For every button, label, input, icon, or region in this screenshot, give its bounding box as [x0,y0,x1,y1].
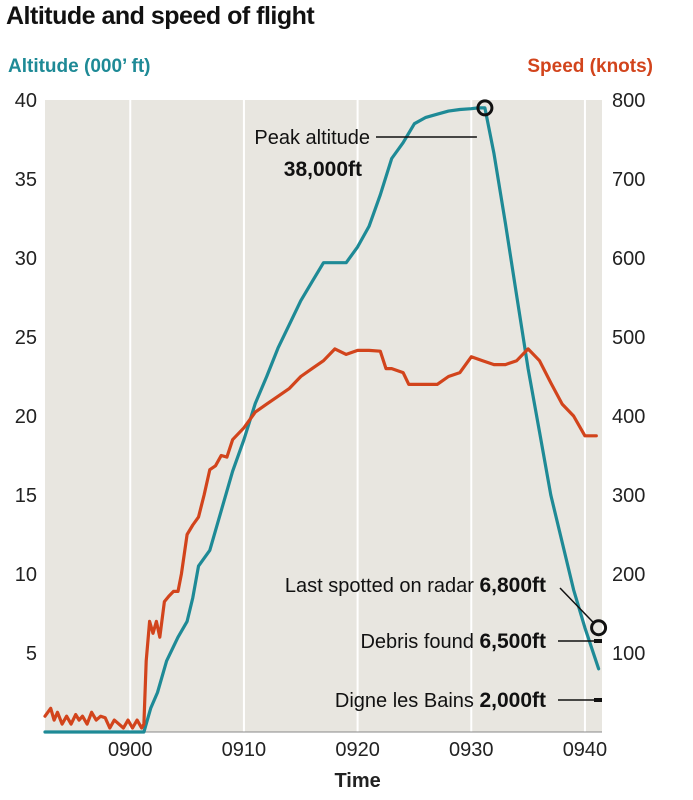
altitude-tick-35: 35 [15,169,37,191]
speed-line [43,347,598,730]
x-tick-0910: 0910 [222,739,267,761]
annotations: Peak altitude 38,000ft Last spotted on rad… [254,99,608,712]
x-tick-0900: 0900 [108,739,153,761]
speed-tick-100: 100 [612,643,645,665]
altitude-tick-30: 30 [15,248,37,270]
speed-tick-700: 700 [612,169,645,191]
axis-ticks: 0900 0910 0920 0930 0940 5 10 15 20 25 30 35 40 100 20… [15,90,646,761]
x-tick-0930: 0930 [449,739,494,761]
altitude-tick-15: 15 [15,485,37,507]
altitude-tick-10: 10 [15,564,37,586]
debris-marker [594,639,602,643]
altitude-tick-25: 25 [15,327,37,349]
peak-marker [476,99,494,117]
altitude-line [43,106,601,734]
x-axis-label: Time [334,770,380,792]
speed-tick-300: 300 [612,485,645,507]
digne-label: Digne les Bains 2,000ft [335,689,546,712]
plot-background [45,100,602,732]
chart-title: Altitude and speed of flight [6,2,315,30]
x-tick-0940: 0940 [563,739,608,761]
speed-tick-600: 600 [612,248,645,270]
altitude-tick-40: 40 [15,90,37,112]
peak-value: 38,000ft [284,158,362,181]
peak-label: Peak altitude [254,127,370,149]
speed-tick-500: 500 [612,327,645,349]
speed-tick-400: 400 [612,406,645,428]
altitude-axis-label: Altitude (000’ ft) [8,56,151,77]
last-spotted-label: Last spotted on radar 6,800ft [285,574,546,597]
last-spotted-marker [590,619,608,637]
last-spotted-leader [559,587,595,624]
digne-marker [594,698,602,702]
speed-tick-200: 200 [612,564,645,586]
altitude-tick-5: 5 [26,643,37,665]
series-lines [43,106,601,734]
speed-axis-label: Speed (knots) [527,56,653,77]
grid-lines [45,100,602,733]
debris-label: Debris found 6,500ft [360,630,546,653]
altitude-tick-20: 20 [15,406,37,428]
speed-tick-800: 800 [612,90,645,112]
x-tick-0920: 0920 [335,739,380,761]
